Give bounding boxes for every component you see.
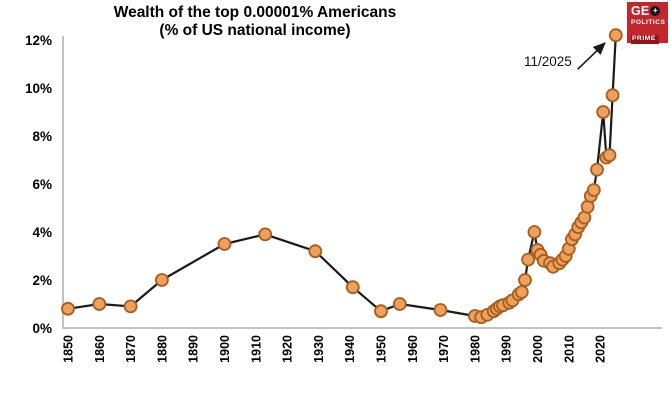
data-point bbox=[521, 252, 535, 267]
chart-title: Wealth of the top 0.00001% Americans bbox=[113, 4, 397, 21]
x-axis-label: 2000 bbox=[531, 335, 545, 363]
data-point bbox=[605, 88, 620, 103]
annotation-label: 11/2025 bbox=[524, 54, 572, 69]
logo-ge-text: GE bbox=[631, 4, 650, 18]
data-point bbox=[590, 162, 604, 177]
data-point bbox=[527, 225, 542, 239]
data-point bbox=[596, 105, 611, 119]
y-axis-label: 6% bbox=[32, 177, 52, 192]
x-axis-label: 1880 bbox=[155, 335, 169, 363]
globe-icon: + bbox=[650, 6, 661, 17]
data-point bbox=[392, 297, 407, 311]
data-point bbox=[345, 280, 360, 295]
x-axis-label: 1930 bbox=[312, 335, 326, 363]
series-line bbox=[67, 35, 617, 319]
y-axis-label: 10% bbox=[25, 81, 52, 96]
x-axis-label: 1970 bbox=[437, 335, 451, 363]
x-axis-label: 1920 bbox=[281, 335, 295, 363]
x-axis-label: 1910 bbox=[249, 335, 263, 363]
data-point bbox=[608, 28, 623, 43]
logo-politics-text: POLITICS bbox=[631, 18, 666, 26]
data-point bbox=[123, 299, 138, 314]
x-axis-label: 2020 bbox=[594, 335, 608, 363]
logo-geo-row: GE + bbox=[631, 5, 668, 18]
x-axis-label: 1850 bbox=[62, 335, 76, 363]
data-point bbox=[514, 285, 529, 299]
logo-prime-text: PRIME bbox=[631, 34, 659, 45]
y-axis-label: 8% bbox=[32, 129, 52, 144]
data-point bbox=[61, 301, 75, 316]
x-axis-label: 1980 bbox=[468, 335, 482, 363]
chart-subtitle: (% of US national income) bbox=[159, 22, 351, 39]
data-point bbox=[518, 273, 532, 287]
x-axis-label: 1890 bbox=[187, 335, 201, 363]
x-axis-label: 1990 bbox=[500, 335, 514, 363]
x-axis-label: 1900 bbox=[218, 335, 232, 363]
x-axis-label: 1950 bbox=[375, 335, 389, 363]
y-axis-label: 0% bbox=[32, 321, 52, 336]
annotation-arrow-icon bbox=[577, 42, 606, 70]
x-axis-label: 1860 bbox=[93, 335, 107, 363]
data-point bbox=[92, 297, 107, 311]
data-point bbox=[586, 183, 601, 197]
data-point bbox=[374, 304, 388, 319]
data-point bbox=[154, 273, 169, 287]
chart-title-block: Wealth of the top 0.00001% Americans (% … bbox=[30, 4, 480, 40]
x-axis-label: 1870 bbox=[124, 335, 138, 363]
logo-geopolitics-prime: GE + POLITICS PRIME bbox=[627, 2, 668, 45]
y-axis-label: 4% bbox=[32, 225, 52, 240]
data-point bbox=[217, 237, 232, 251]
x-axis-label: 2010 bbox=[562, 335, 576, 363]
x-axis-label: 1940 bbox=[343, 335, 357, 363]
x-axis-label: 1960 bbox=[406, 335, 420, 363]
y-axis-label: 2% bbox=[32, 273, 52, 288]
data-point bbox=[602, 148, 617, 163]
data-point bbox=[308, 244, 323, 259]
y-axis-label: 12% bbox=[25, 33, 52, 48]
data-point bbox=[433, 303, 448, 317]
data-point bbox=[258, 227, 273, 242]
